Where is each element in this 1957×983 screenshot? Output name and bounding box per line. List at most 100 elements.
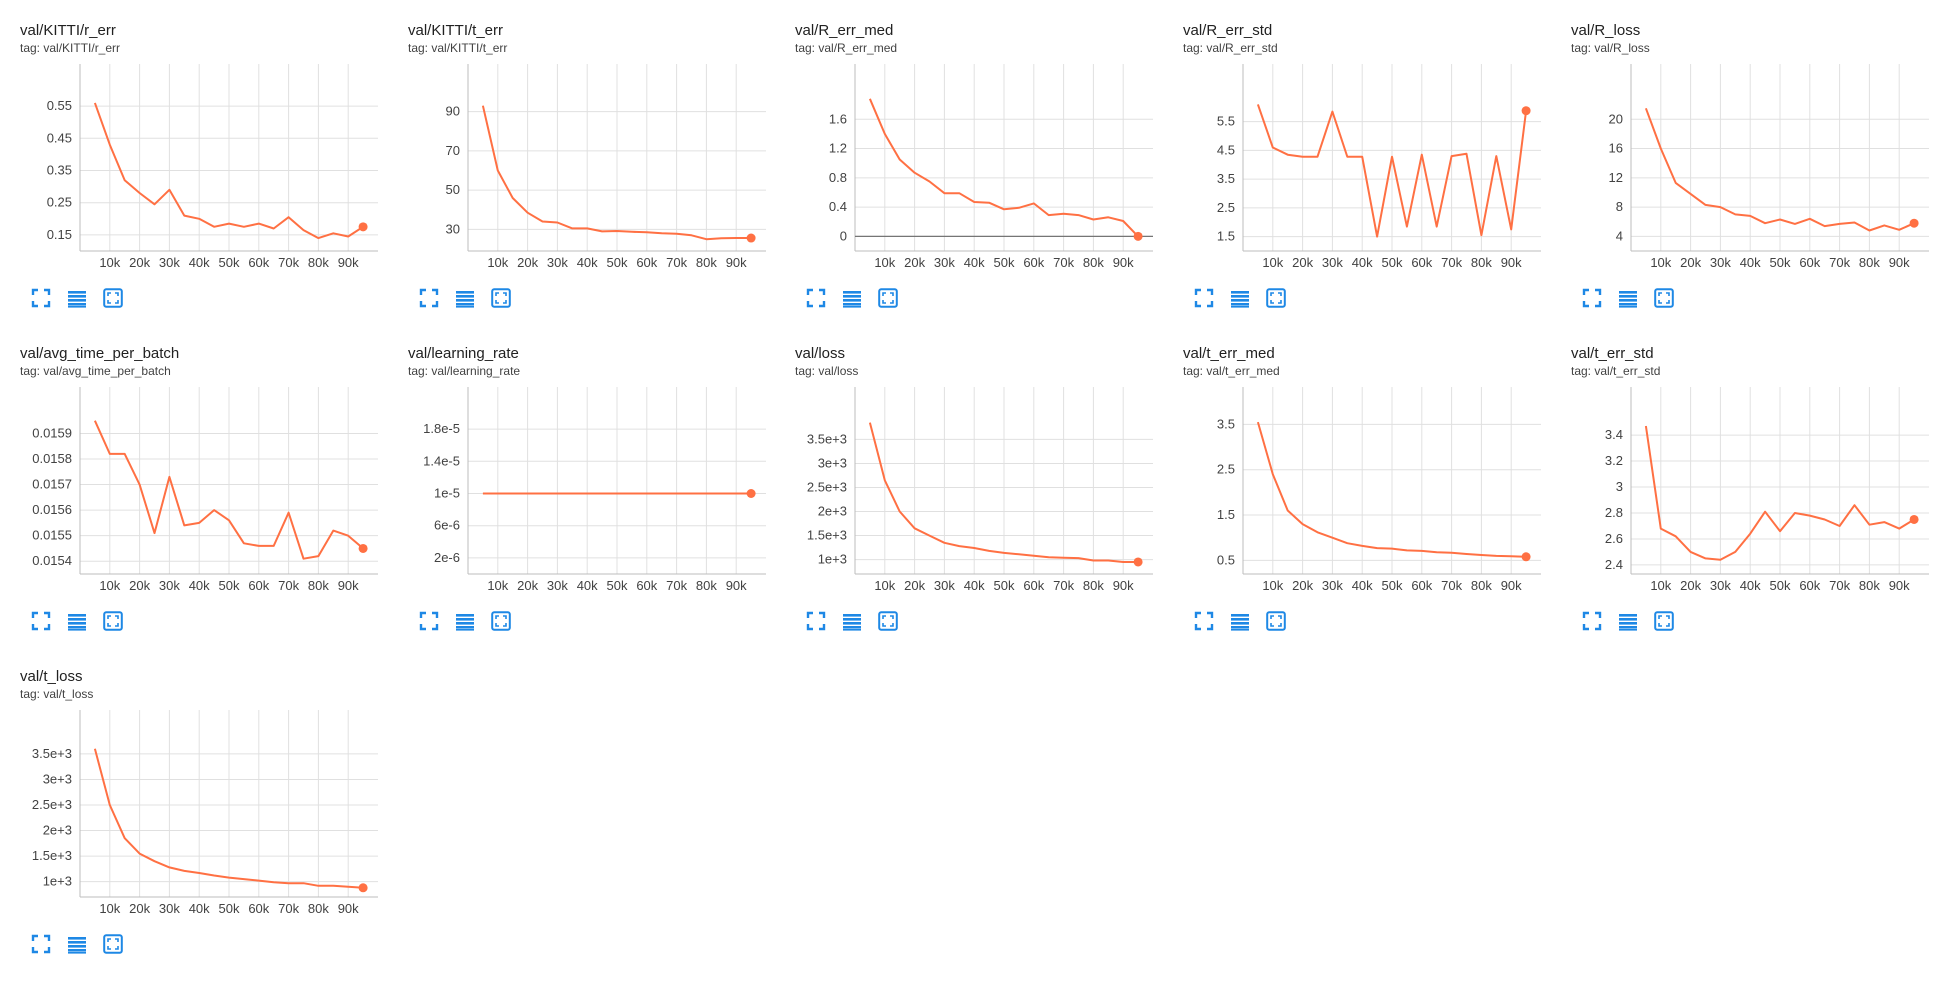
toggle-log-scale-button[interactable] (839, 285, 865, 311)
chart-plot[interactable]: 10k 20k 30k 40k 50k 60k 70k 80k 90k 1e+3 1.5e+3 2e+… (20, 708, 380, 916)
chart-tag: tag: val/R_err_std (1183, 41, 1278, 55)
fullscreen-button[interactable] (803, 608, 829, 634)
toggle-log-scale-button[interactable] (1227, 285, 1253, 311)
chart-plot[interactable]: 10k 20k 30k 40k 50k 60k 70k 80k 90k 0.15 0.25 0.35 0… (20, 62, 380, 270)
chart-toolbar (1579, 608, 1689, 634)
chart-plot[interactable]: 10k 20k 30k 40k 50k 60k 70k 80k 90k 2.4 2.6 2.8 3 3.2… (1571, 385, 1931, 593)
fit-domain-button[interactable] (488, 285, 514, 311)
toggle-log-scale-button[interactable] (64, 608, 90, 634)
fullscreen-icon (1194, 611, 1214, 631)
fit-domain-button[interactable] (100, 931, 126, 957)
x-tick-label: 10k (1650, 255, 1671, 270)
toggle-log-scale-icon (68, 614, 86, 631)
chart-toolbar (1191, 608, 1301, 634)
chart-plot[interactable]: 10k 20k 30k 40k 50k 60k 70k 80k 90k 1e+3 1.5e+3 2e+… (795, 385, 1155, 593)
chart-plot[interactable]: 10k 20k 30k 40k 50k 60k 70k 80k 90k 0.0154 0.0155 0… (20, 385, 380, 593)
fullscreen-button[interactable] (1579, 608, 1605, 634)
fullscreen-button[interactable] (1191, 608, 1217, 634)
last-point-marker[interactable] (746, 233, 756, 243)
fit-domain-button[interactable] (875, 608, 901, 634)
x-tick-label: 60k (636, 255, 657, 270)
x-tick-label: 70k (666, 255, 687, 270)
chart-plot[interactable]: 10k 20k 30k 40k 50k 60k 70k 80k 90k 0 0.4 0.8 1.2 1.6 (795, 62, 1155, 270)
chart-toolbar (28, 285, 138, 311)
x-tick-label: 50k (219, 578, 240, 593)
x-tick-label: 60k (248, 578, 269, 593)
x-tick-label: 60k (1411, 255, 1432, 270)
fullscreen-button[interactable] (416, 285, 442, 311)
x-tick-label: 20k (129, 255, 150, 270)
fit-domain-button[interactable] (1263, 608, 1289, 634)
x-tick-label: 50k (1770, 578, 1791, 593)
last-point-marker[interactable] (1133, 231, 1143, 241)
fit-domain-button[interactable] (1651, 285, 1677, 311)
x-tick-label: 50k (994, 578, 1015, 593)
toggle-log-scale-button[interactable] (1615, 285, 1641, 311)
x-tick-label: 10k (1262, 255, 1283, 270)
fit-domain-button[interactable] (875, 285, 901, 311)
toggle-log-scale-button[interactable] (452, 608, 478, 634)
fullscreen-button[interactable] (803, 285, 829, 311)
toggle-log-scale-button[interactable] (839, 608, 865, 634)
chart-title: val/avg_time_per_batch (20, 345, 180, 362)
toggle-log-scale-button[interactable] (1615, 608, 1641, 634)
x-tick-label: 40k (577, 578, 598, 593)
fullscreen-icon (419, 288, 439, 308)
y-tick-label: 3e+3 (818, 455, 847, 470)
toggle-log-scale-button[interactable] (64, 285, 90, 311)
last-point-marker[interactable] (1909, 514, 1919, 524)
y-tick-label: 70 (446, 143, 460, 158)
fullscreen-button[interactable] (28, 931, 54, 957)
x-tick-label: 50k (607, 578, 628, 593)
y-tick-label: 0 (840, 228, 847, 243)
x-tick-label: 60k (1411, 578, 1432, 593)
chart-plot[interactable]: 10k 20k 30k 40k 50k 60k 70k 80k 90k 30 50 70 90 (408, 62, 768, 270)
series-line (868, 422, 1139, 563)
fullscreen-button[interactable] (28, 285, 54, 311)
last-point-marker[interactable] (358, 222, 368, 232)
series-line (93, 102, 364, 240)
last-point-marker[interactable] (358, 543, 368, 553)
fullscreen-button[interactable] (1579, 285, 1605, 311)
last-point-marker[interactable] (1133, 557, 1143, 567)
y-tick-label: 4 (1616, 228, 1623, 243)
fit-domain-icon (103, 288, 123, 308)
chart-plot[interactable]: 10k 20k 30k 40k 50k 60k 70k 80k 90k 2e-6 6e-6 1e-5 1… (408, 385, 768, 593)
last-point-marker[interactable] (1521, 552, 1531, 562)
toggle-log-scale-icon (68, 291, 86, 308)
chart-tag: tag: val/R_loss (1571, 41, 1650, 55)
fullscreen-icon (806, 611, 826, 631)
last-point-marker[interactable] (1909, 218, 1919, 228)
toggle-log-scale-button[interactable] (1227, 608, 1253, 634)
fit-domain-icon (1654, 611, 1674, 631)
last-point-marker[interactable] (1521, 106, 1531, 116)
x-tick-label: 50k (1382, 578, 1403, 593)
last-point-marker[interactable] (358, 883, 368, 893)
chart-card: val/avg_time_per_batch tag: val/avg_time_… (20, 345, 390, 657)
fit-domain-button[interactable] (1263, 285, 1289, 311)
x-tick-label: 30k (159, 578, 180, 593)
x-tick-label: 10k (487, 255, 508, 270)
fit-domain-button[interactable] (100, 608, 126, 634)
fit-domain-button[interactable] (488, 608, 514, 634)
chart-plot[interactable]: 10k 20k 30k 40k 50k 60k 70k 80k 90k 4 8 12 16 20 (1571, 62, 1931, 270)
chart-plot[interactable]: 10k 20k 30k 40k 50k 60k 70k 80k 90k 0.5 1.5 2.5 3.5 (1183, 385, 1543, 593)
x-tick-label: 40k (1352, 578, 1373, 593)
toggle-log-scale-button[interactable] (452, 285, 478, 311)
chart-plot[interactable]: 10k 20k 30k 40k 50k 60k 70k 80k 90k 1.5 2.5 3.5 4.5 5… (1183, 62, 1543, 270)
x-tick-label: 40k (189, 901, 210, 916)
fullscreen-button[interactable] (1191, 285, 1217, 311)
chart-title: val/t_err_med (1183, 345, 1275, 362)
y-tick-label: 2e+3 (818, 504, 847, 519)
last-point-marker[interactable] (746, 489, 756, 498)
chart-title: val/t_loss (20, 668, 83, 685)
y-tick-label: 0.0159 (32, 425, 72, 440)
fullscreen-button[interactable] (28, 608, 54, 634)
fullscreen-button[interactable] (416, 608, 442, 634)
toggle-log-scale-button[interactable] (64, 931, 90, 957)
fit-domain-icon (1654, 288, 1674, 308)
fit-domain-button[interactable] (1651, 608, 1677, 634)
fit-domain-button[interactable] (100, 285, 126, 311)
x-tick-label: 20k (517, 578, 538, 593)
x-tick-label: 50k (607, 255, 628, 270)
